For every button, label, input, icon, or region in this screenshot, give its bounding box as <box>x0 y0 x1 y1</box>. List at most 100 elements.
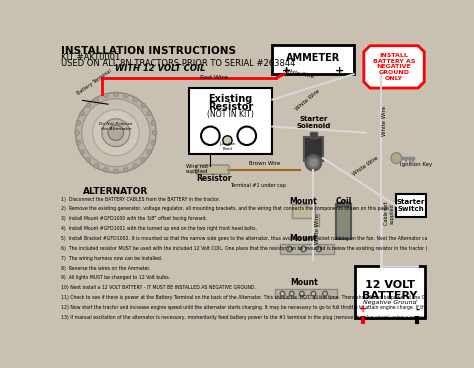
Bar <box>275 289 337 298</box>
Circle shape <box>133 164 137 169</box>
Circle shape <box>94 97 99 102</box>
Text: INSTALLATION INSTRUCTIONS: INSTALLATION INSTRUCTIONS <box>61 46 236 56</box>
Text: KIT #AKT0001: KIT #AKT0001 <box>61 53 120 63</box>
Circle shape <box>301 246 306 252</box>
Text: 3)  Install Mount #GFD1000 with the 3/8" offset facing forward.: 3) Install Mount #GFD1000 with the 3/8" … <box>61 216 207 221</box>
Bar <box>396 194 426 217</box>
Text: Do Not Polarize
the Alternator: Do Not Polarize the Alternator <box>99 122 133 131</box>
FancyBboxPatch shape <box>196 165 229 174</box>
Circle shape <box>113 92 118 96</box>
Circle shape <box>147 150 152 154</box>
Circle shape <box>309 158 318 167</box>
Circle shape <box>316 246 321 252</box>
Circle shape <box>311 291 316 296</box>
Text: Existing: Existing <box>209 94 253 104</box>
Circle shape <box>80 150 84 154</box>
Circle shape <box>124 167 128 172</box>
Circle shape <box>86 103 91 108</box>
Text: White Wire: White Wire <box>294 89 320 112</box>
Text: WITH 12 VOLT COIL: WITH 12 VOLT COIL <box>115 64 205 73</box>
Text: INSTALL
BATTERY AS
NEGATIVE
GROUND
ONLY: INSTALL BATTERY AS NEGATIVE GROUND ONLY <box>373 53 415 81</box>
Text: 11) Check to see if there is power at the Battery Terminal on the back of the Al: 11) Check to see if there is power at th… <box>61 295 474 300</box>
Text: Cable not
supplied: Cable not supplied <box>384 202 395 225</box>
Text: 6)  The included resistor MUST be used with the included 12 Volt COIL. One place: 6) The included resistor MUST be used wi… <box>61 246 464 251</box>
Text: Starter
Switch: Starter Switch <box>397 199 425 212</box>
Text: 4)  Install Mount #GFD1001 with the turned up end on the two right front head bo: 4) Install Mount #GFD1001 with the turne… <box>61 226 257 231</box>
Text: White Wire: White Wire <box>315 214 320 244</box>
Circle shape <box>76 140 81 145</box>
Circle shape <box>133 97 137 102</box>
Text: 8)  Reverse the wires on the Ammeter.: 8) Reverse the wires on the Ammeter. <box>61 266 150 270</box>
Text: 5)  Install Bracket #GFD1002. It is mounted so that the narrow side goes to the : 5) Install Bracket #GFD1002. It is mount… <box>61 236 474 241</box>
Circle shape <box>151 140 155 145</box>
Circle shape <box>108 125 124 141</box>
Text: -: - <box>415 304 419 314</box>
Circle shape <box>86 158 91 162</box>
Text: Brown Wire: Brown Wire <box>249 161 280 166</box>
Text: White Wire: White Wire <box>383 106 387 136</box>
Text: Terminal #1 under cap: Terminal #1 under cap <box>230 183 286 188</box>
Circle shape <box>237 127 256 145</box>
Circle shape <box>76 120 81 125</box>
Bar <box>310 132 317 138</box>
Circle shape <box>201 127 219 145</box>
Bar <box>273 45 354 74</box>
Bar <box>336 204 351 239</box>
Circle shape <box>103 167 108 172</box>
Circle shape <box>306 155 321 170</box>
Text: (NOT IN KIT): (NOT IN KIT) <box>207 110 254 119</box>
Circle shape <box>103 93 108 98</box>
Circle shape <box>151 120 155 125</box>
Text: ALTERNATOR: ALTERNATOR <box>83 187 148 196</box>
Text: Mount: Mount <box>290 279 318 287</box>
Text: Ignition Key: Ignition Key <box>400 162 432 167</box>
Text: 10) Next install a 12 VOLT BATTERY - IT MUST BE INSTALLED AS NEGATIVE GROUND.: 10) Next install a 12 VOLT BATTERY - IT … <box>61 285 256 290</box>
Circle shape <box>152 130 157 135</box>
Bar <box>356 266 425 318</box>
Text: Mount: Mount <box>290 197 317 206</box>
Circle shape <box>92 110 139 156</box>
Polygon shape <box>292 204 319 226</box>
Circle shape <box>280 291 285 296</box>
Text: 12) Now start the tractor and increase engine speed until the alternator starts : 12) Now start the tractor and increase e… <box>61 305 474 310</box>
Circle shape <box>141 103 146 108</box>
Polygon shape <box>364 46 424 88</box>
Text: Red Wire: Red Wire <box>200 75 228 80</box>
Text: White Wire: White Wire <box>352 155 379 177</box>
Circle shape <box>102 119 130 146</box>
Bar <box>189 88 273 153</box>
Bar <box>337 202 350 206</box>
Text: Coil: Coil <box>336 197 352 206</box>
Circle shape <box>300 291 304 296</box>
Circle shape <box>82 99 150 167</box>
Text: USED ON ALL 8N TRACTORS PRIOR TO SERIAL #263844: USED ON ALL 8N TRACTORS PRIOR TO SERIAL … <box>61 59 295 68</box>
Circle shape <box>113 169 118 174</box>
Text: Negative Ground: Negative Ground <box>364 300 417 305</box>
Circle shape <box>323 291 328 296</box>
Circle shape <box>75 130 80 135</box>
Text: 9)  All lights MUST be changed to 12 Volt bulbs.: 9) All lights MUST be changed to 12 Volt… <box>61 276 170 280</box>
Circle shape <box>223 136 232 145</box>
Bar <box>304 137 323 161</box>
Circle shape <box>290 291 294 296</box>
Text: +: + <box>335 66 345 76</box>
Text: Junction
Point: Junction Point <box>219 142 236 151</box>
Text: 13) If manual excitation of the alternator is necessary, momentarily feed batter: 13) If manual excitation of the alternat… <box>61 315 474 320</box>
Text: Resistor: Resistor <box>197 174 232 183</box>
Circle shape <box>391 153 402 163</box>
Text: AMMETER: AMMETER <box>286 53 340 63</box>
Text: Resistor: Resistor <box>208 102 253 112</box>
Text: +: + <box>282 66 291 76</box>
Circle shape <box>141 158 146 162</box>
Circle shape <box>124 93 128 98</box>
Text: 12 VOLT
BATTERY: 12 VOLT BATTERY <box>363 280 418 301</box>
Circle shape <box>147 111 152 116</box>
Circle shape <box>80 111 84 116</box>
Text: +: + <box>359 304 367 314</box>
Text: Starter
Solenoid: Starter Solenoid <box>296 116 331 129</box>
Text: White Wire: White Wire <box>284 68 315 79</box>
Text: 2)  Remove the existing generator, voltage regulator, all mounting brackets, and: 2) Remove the existing generator, voltag… <box>61 206 390 212</box>
Circle shape <box>287 246 292 252</box>
Circle shape <box>75 93 156 173</box>
Bar <box>280 244 334 254</box>
